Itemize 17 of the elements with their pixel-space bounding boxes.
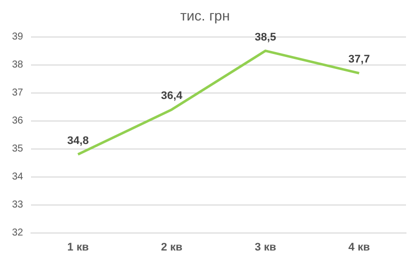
y-tick-label: 36	[12, 116, 24, 127]
data-label: 34,8	[67, 134, 89, 147]
x-tick-label: 3 кв	[254, 241, 276, 254]
y-tick-label: 34	[12, 172, 24, 183]
chart-title: тис. грн	[180, 7, 230, 24]
y-tick-label: 37	[12, 88, 24, 99]
x-tick-label: 2 кв	[160, 241, 183, 254]
y-tick-label: 39	[12, 32, 24, 43]
x-tick-label: 4 кв	[348, 241, 370, 254]
y-tick-label: 35	[12, 144, 24, 155]
data-label: 37,7	[348, 54, 370, 66]
data-label: 38,5	[254, 31, 276, 44]
x-tick-label: 1 кв	[67, 241, 89, 254]
y-tick-label: 38	[12, 60, 24, 71]
y-tick-label: 32	[12, 228, 24, 239]
data-label: 36,4	[160, 90, 184, 102]
y-tick-label: 33	[12, 200, 24, 211]
